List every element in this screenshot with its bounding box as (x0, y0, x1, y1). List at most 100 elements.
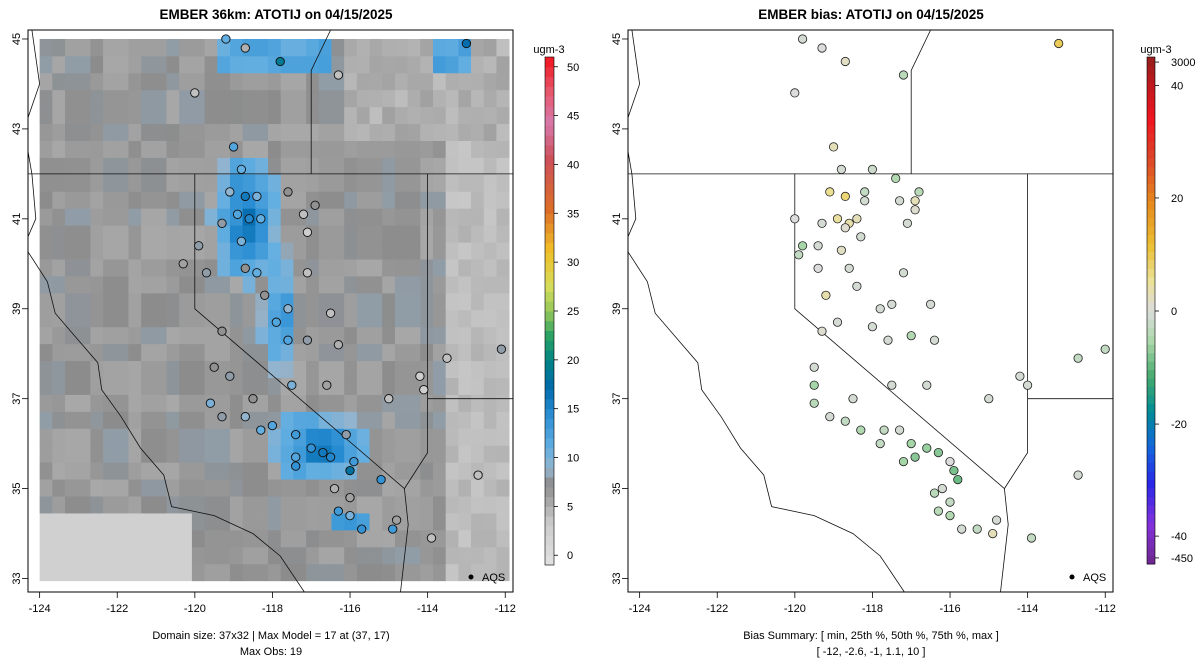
heatmap-cell (65, 563, 79, 582)
heatmap-cell (229, 462, 244, 480)
heatmap-cell (458, 292, 472, 311)
right-plot-area (628, 30, 1113, 592)
colorbar-segment (1147, 513, 1155, 523)
heatmap-cell (141, 529, 155, 548)
heatmap-cell (432, 106, 447, 125)
heatmap-cell (394, 259, 409, 277)
heatmap-cell (166, 563, 180, 582)
heatmap-cell (318, 326, 332, 345)
heatmap-cell (382, 496, 396, 514)
x-tick-label: -118 (262, 603, 283, 615)
colorbar-segment (545, 545, 554, 556)
heatmap-cell (394, 360, 409, 378)
heatmap-cell (394, 292, 409, 311)
colorbar-segment (545, 232, 554, 244)
heatmap-cell (420, 106, 434, 125)
observation-point (298, 209, 309, 219)
heatmap-cell (153, 292, 167, 311)
heatmap-cell (191, 292, 205, 311)
heatmap-cell (432, 394, 447, 412)
heatmap-cell (90, 445, 104, 463)
right-aqs-marker (1069, 574, 1075, 580)
heatmap-cell (471, 55, 485, 74)
heatmap-cell (293, 309, 307, 328)
heatmap-cell (318, 360, 332, 378)
heatmap-cell (280, 140, 294, 158)
heatmap-cell (496, 191, 510, 209)
heatmap-cell (166, 360, 180, 378)
heatmap-cell (90, 343, 104, 362)
heatmap-cell (268, 563, 282, 582)
colorbar-segment (1147, 200, 1155, 210)
x-tick-label: -114 (417, 603, 438, 615)
heatmap-cell (128, 55, 142, 74)
heatmap-cell (432, 208, 447, 226)
heatmap-cell (407, 208, 421, 226)
left-caption-line1: Domain size: 37x32 | Max Model = 17 at (… (152, 630, 389, 642)
heatmap-cell (90, 208, 104, 226)
heatmap-cell (229, 38, 244, 57)
heatmap-cell (306, 563, 320, 582)
heatmap-cell (268, 89, 282, 108)
heatmap-cell (483, 309, 497, 328)
heatmap-cell (280, 479, 294, 497)
colorbar-segment (545, 398, 554, 410)
heatmap-cell (153, 38, 167, 57)
observation-point (260, 290, 270, 300)
heatmap-cell (407, 157, 421, 175)
colorbar-segment (1147, 437, 1155, 447)
observation-point (194, 241, 204, 251)
colorbar-segment (1147, 547, 1155, 557)
heatmap-cell (445, 208, 459, 226)
heatmap-cell (166, 411, 180, 429)
heatmap-cell (115, 106, 129, 125)
observation-point (252, 191, 262, 202)
heatmap-cell (496, 563, 510, 582)
colorbar-segment (1147, 242, 1155, 252)
heatmap-cell (369, 546, 383, 565)
heatmap-cell (432, 479, 447, 497)
heatmap-cell (39, 394, 53, 412)
heatmap-cell (179, 106, 193, 125)
heatmap-cell (103, 259, 117, 277)
heatmap-cell (382, 445, 396, 463)
colorbar-segment (545, 135, 554, 146)
heatmap-cell (52, 343, 66, 362)
heatmap-cell (471, 276, 485, 294)
heatmap-cell (344, 343, 358, 362)
heatmap-cell (496, 276, 510, 294)
colorbar-tick-label: 15 (567, 404, 579, 416)
heatmap-cell (293, 513, 307, 531)
colorbar-segment (1147, 310, 1155, 320)
heatmap-cell (90, 529, 104, 548)
heatmap-cell (229, 106, 244, 125)
heatmap-cell (166, 479, 180, 497)
heatmap-cell (445, 276, 459, 294)
heatmap-cell (52, 225, 66, 243)
heatmap-cell (77, 123, 91, 141)
heatmap-cell (268, 157, 282, 175)
heatmap-cell (356, 106, 370, 125)
heatmap-cell (52, 377, 66, 395)
heatmap-cell (115, 326, 129, 345)
heatmap-cell (483, 55, 497, 74)
heatmap-cell (39, 157, 53, 175)
colorbar-segment (1147, 293, 1155, 303)
heatmap-cell (407, 276, 421, 294)
heatmap-cell (204, 411, 218, 429)
heatmap-cell (382, 208, 396, 226)
heatmap-cell (179, 55, 193, 74)
colorbar-segment (545, 144, 554, 156)
heatmap-cell (293, 343, 307, 362)
heatmap-cell (39, 174, 53, 192)
heatmap-cell (293, 479, 307, 497)
heatmap-cell (153, 445, 167, 463)
colorbar-segment (1147, 141, 1155, 151)
heatmap-cell (382, 157, 396, 175)
heatmap-cell (369, 174, 383, 192)
heatmap-cell (331, 174, 345, 192)
heatmap-cell (382, 292, 396, 311)
left-caption-line2: Max Obs: 19 (240, 646, 302, 658)
heatmap-cell (344, 157, 358, 175)
colorbar-tick-label: 0 (567, 550, 573, 562)
